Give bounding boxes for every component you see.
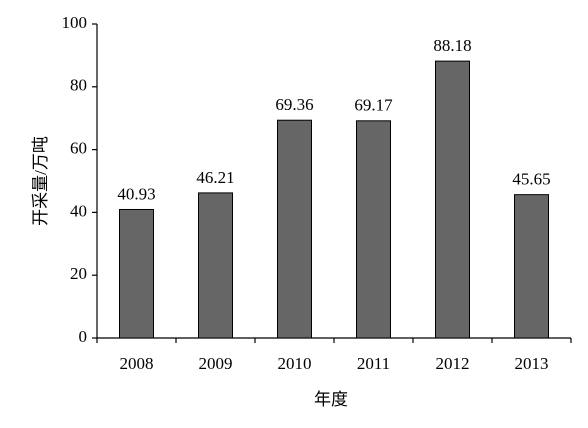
y-tick-label: 40 — [70, 201, 87, 220]
y-tick-label: 20 — [70, 264, 87, 283]
bar — [356, 120, 391, 339]
x-tick-label: 2012 — [436, 354, 470, 373]
bar — [119, 208, 154, 339]
y-tick-label: 100 — [62, 13, 88, 32]
bar — [514, 194, 549, 339]
x-tick-label: 2013 — [515, 354, 549, 373]
bar — [198, 192, 233, 339]
y-tick-label: 0 — [79, 327, 88, 346]
y-tick-label: 80 — [70, 76, 87, 95]
bar — [277, 119, 312, 339]
bar — [435, 60, 470, 339]
data-label: 88.18 — [433, 36, 471, 55]
x-tick-label: 2011 — [357, 354, 390, 373]
y-tick-label: 60 — [70, 139, 87, 158]
y-axis-label: 开采量/万吨 — [31, 136, 50, 226]
x-tick-label: 2008 — [120, 354, 154, 373]
data-label: 46.21 — [196, 168, 234, 187]
data-label: 40.93 — [117, 184, 155, 203]
data-label: 69.17 — [354, 96, 393, 115]
x-tick-label: 2010 — [278, 354, 312, 373]
data-label: 69.36 — [275, 95, 313, 114]
x-tick-label: 2009 — [199, 354, 233, 373]
data-label: 45.65 — [512, 170, 550, 189]
x-axis-label: 年度 — [314, 390, 348, 409]
